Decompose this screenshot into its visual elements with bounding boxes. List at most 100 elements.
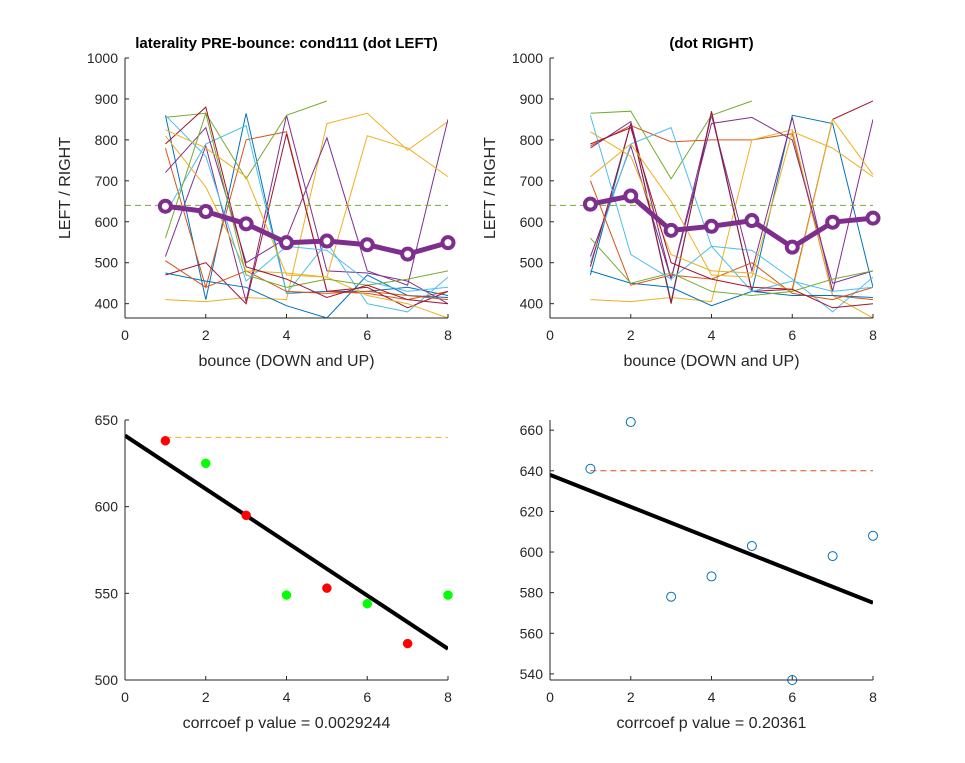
fit-line xyxy=(125,433,448,651)
scatter-point xyxy=(362,598,372,609)
scatter-point xyxy=(322,583,332,593)
mean-point xyxy=(582,196,598,212)
mean-point xyxy=(319,233,335,249)
scatter-point xyxy=(241,510,251,521)
y-tick-label: 700 xyxy=(95,173,119,189)
trial-line xyxy=(165,135,448,318)
y-tick-label: 600 xyxy=(520,544,544,560)
x-axis-label: corrcoef p value = 0.0029244 xyxy=(183,715,391,732)
trial-line xyxy=(165,133,448,309)
chart-title: laterality PRE-bounce: cond111 (dot LEFT… xyxy=(135,35,438,52)
mean-point xyxy=(623,188,639,204)
trial-line xyxy=(590,131,873,278)
y-tick-label: 560 xyxy=(520,625,544,641)
plot-area xyxy=(125,100,448,318)
scatter-point xyxy=(706,571,717,582)
x-axis-label: corrcoef p value = 0.20361 xyxy=(617,715,807,732)
mean-line xyxy=(589,193,874,250)
y-tick-label: 640 xyxy=(520,463,544,479)
trial-line xyxy=(165,106,448,305)
y-tick-label: 1000 xyxy=(87,50,118,66)
mean-point xyxy=(359,237,375,253)
scatter-point xyxy=(443,590,453,600)
x-tick-label: 6 xyxy=(788,327,796,343)
scatter-point xyxy=(746,540,757,551)
trial-line xyxy=(590,100,753,180)
y-tick-label: 1000 xyxy=(512,50,543,66)
x-tick-label: 0 xyxy=(121,327,129,343)
mean-point xyxy=(157,198,173,214)
trial-line xyxy=(590,237,873,297)
y-tick-label: 650 xyxy=(95,412,119,428)
panel-top-left: 0 2 4 6 8 400 500 600 700 800 900 1000 bounce (DOWN … xyxy=(57,35,456,370)
mean-point xyxy=(400,246,416,262)
x-tick-label: 4 xyxy=(283,689,291,705)
trial-line xyxy=(165,119,448,286)
scatter-point xyxy=(402,638,413,649)
trial-line xyxy=(590,118,873,293)
x-tick-label: 4 xyxy=(708,689,716,705)
mean-point xyxy=(825,214,841,230)
x-tick-label: 8 xyxy=(869,689,877,705)
plot-area xyxy=(125,433,448,651)
x-tick-label: 2 xyxy=(202,327,210,343)
panel-top-right: 0 2 4 6 8 400 500 600 700 800 900 1000 bounce (DOWN … xyxy=(482,35,881,370)
trial-line xyxy=(165,260,448,301)
mean-point xyxy=(784,239,800,255)
trial-line xyxy=(165,114,448,292)
x-tick-label: 2 xyxy=(627,689,635,705)
plot-area xyxy=(550,470,873,605)
trial-line xyxy=(590,129,873,318)
y-axis-label: LEFT / RIGHT xyxy=(482,137,499,239)
mean-point xyxy=(440,235,456,251)
x-tick-label: 6 xyxy=(363,327,371,343)
y-tick-label: 400 xyxy=(520,296,544,312)
chart-title: (dot RIGHT) xyxy=(669,35,753,52)
scatter-point xyxy=(160,436,171,446)
mean-point xyxy=(744,213,760,229)
y-tick-label: 620 xyxy=(520,503,544,519)
trial-line xyxy=(589,126,873,313)
y-tick-label: 600 xyxy=(95,214,119,230)
mean-point xyxy=(238,216,254,232)
x-tick-label: 2 xyxy=(627,327,635,343)
trial-line xyxy=(589,180,873,301)
y-tick-label: 600 xyxy=(95,499,119,515)
trial-line xyxy=(589,115,873,292)
trial-line xyxy=(164,111,448,288)
mean-point xyxy=(279,235,294,251)
x-tick-label: 4 xyxy=(283,327,291,343)
y-tick-label: 500 xyxy=(95,672,119,688)
y-tick-label: 660 xyxy=(520,422,544,438)
x-axis-label: bounce (DOWN and UP) xyxy=(198,353,374,370)
y-tick-label: 900 xyxy=(520,91,544,107)
x-tick-label: 0 xyxy=(546,327,554,343)
x-tick-label: 8 xyxy=(869,327,877,343)
scatter-point xyxy=(827,551,838,562)
x-tick-label: 6 xyxy=(788,689,796,705)
y-tick-label: 580 xyxy=(520,585,544,601)
scatter-point xyxy=(666,591,677,602)
x-tick-label: 8 xyxy=(444,689,452,705)
scatter-point xyxy=(201,458,211,469)
y-tick-label: 500 xyxy=(520,255,544,271)
trial-line xyxy=(590,116,873,284)
panel-bottom-left: 0 2 4 6 8 500 550 600 650 corrcoef p value = 0.00… xyxy=(95,412,453,732)
y-axis-label: LEFT / RIGHT xyxy=(57,137,74,239)
scatter-point xyxy=(868,530,878,541)
mean-point xyxy=(704,218,719,234)
trial-line xyxy=(165,100,328,180)
y-tick-label: 700 xyxy=(520,173,544,189)
y-tick-label: 550 xyxy=(95,585,119,601)
mean-point xyxy=(865,210,881,226)
x-tick-label: 4 xyxy=(708,327,716,343)
y-tick-label: 500 xyxy=(95,255,119,271)
y-tick-label: 800 xyxy=(95,132,119,148)
plot-area xyxy=(550,100,873,318)
trial-line xyxy=(590,126,873,309)
fit-line xyxy=(550,472,873,605)
x-tick-label: 0 xyxy=(121,689,129,705)
x-tick-label: 2 xyxy=(202,689,210,705)
